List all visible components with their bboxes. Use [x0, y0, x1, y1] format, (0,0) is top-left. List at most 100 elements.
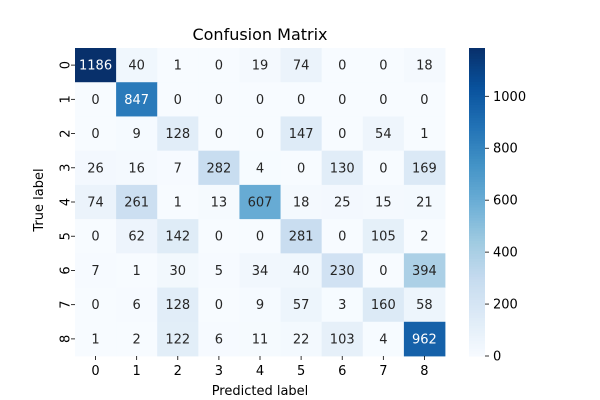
- colorbar-segment: [469, 114, 485, 118]
- colorbar-segment: [469, 125, 485, 129]
- colorbar-segment: [469, 207, 485, 211]
- cell-value-label: 30: [170, 264, 187, 279]
- colorbar-segment: [469, 173, 485, 177]
- heatmap-cell: [116, 116, 158, 152]
- colorbar-segment: [469, 181, 485, 185]
- heatmap-cell: [75, 253, 117, 288]
- colorbar-segment: [469, 94, 485, 98]
- heatmap-cell: [280, 150, 323, 186]
- colorbar-tick-label: 1000: [493, 90, 526, 105]
- colorbar-segment: [469, 150, 485, 154]
- colorbar-segment: [469, 281, 485, 285]
- heatmap-cell: [116, 253, 158, 288]
- cell-value-label: 0: [215, 127, 223, 142]
- heatmap-cell: [198, 116, 240, 152]
- cell-value-label: 1: [91, 332, 99, 347]
- heatmap-cell: [75, 82, 117, 117]
- cell-value-label: 0: [379, 59, 387, 74]
- heatmap-cell: [280, 321, 323, 357]
- colorbar-segment: [469, 296, 485, 301]
- heatmap-cell: [362, 287, 405, 323]
- colorbar-segment: [469, 258, 485, 262]
- colorbar-segment: [469, 132, 485, 136]
- colorbar-segment: [469, 58, 485, 62]
- cell-value-label: 9: [256, 298, 264, 313]
- colorbar-segment: [469, 99, 485, 103]
- colorbar-segment: [469, 163, 485, 167]
- chart-title: Confusion Matrix: [192, 25, 327, 44]
- colorbar-segment: [469, 212, 485, 216]
- heatmap-cell: [362, 116, 405, 152]
- colorbar-segment: [469, 219, 485, 224]
- heatmap-cell: [321, 48, 364, 83]
- colorbar-segment: [469, 71, 485, 75]
- colorbar-segment: [469, 304, 485, 308]
- colorbar-segment: [469, 199, 485, 203]
- colorbar-segment: [469, 340, 485, 344]
- heatmap-cell: [116, 287, 158, 323]
- x-tick-label: 1: [133, 364, 141, 379]
- colorbar-segment: [469, 279, 485, 283]
- colorbar-segment: [469, 348, 485, 352]
- colorbar-tick-label: 0: [493, 350, 501, 365]
- heatmap-cell: [116, 82, 158, 117]
- colorbar-segment: [469, 140, 485, 144]
- x-tick-label: 4: [256, 364, 264, 379]
- heatmap-cell: [280, 82, 323, 117]
- cell-value-label: 13: [211, 196, 228, 211]
- heatmap-cell: [321, 82, 364, 117]
- colorbar-segment: [469, 191, 485, 195]
- colorbar-tick-label: 200: [493, 298, 518, 313]
- colorbar-segment: [469, 171, 485, 175]
- colorbar-segment: [469, 53, 485, 57]
- colorbar-segment: [469, 55, 485, 59]
- heatmap-cell: [362, 219, 405, 254]
- cell-value-label: 0: [215, 230, 223, 245]
- y-tick-label: 8: [59, 335, 74, 343]
- cell-value-label: 7: [91, 264, 99, 279]
- cell-value-label: 122: [165, 332, 190, 347]
- heatmap-cell: [198, 82, 240, 117]
- colorbar-segment: [469, 117, 485, 121]
- cell-value-label: 0: [338, 93, 346, 108]
- colorbar-segment: [469, 76, 485, 80]
- cell-value-label: 0: [174, 93, 182, 108]
- colorbar-segment: [469, 325, 485, 329]
- heatmap-cell: [116, 184, 158, 220]
- colorbar-segment: [469, 237, 485, 241]
- colorbar-segment: [469, 353, 485, 357]
- cell-value-label: 0: [91, 127, 99, 142]
- colorbar-segment: [469, 184, 485, 188]
- colorbar-segment: [469, 250, 485, 254]
- cell-value-label: 54: [375, 127, 392, 142]
- heatmap-cell: [403, 287, 446, 323]
- cell-value-label: 0: [297, 161, 305, 176]
- heatmap-cell: [403, 253, 446, 288]
- colorbar-segment: [469, 291, 485, 295]
- heatmap-cell: [280, 116, 323, 152]
- cell-value-label: 1: [420, 127, 428, 142]
- colorbar-segment: [469, 137, 485, 141]
- heatmap-cell: [116, 321, 158, 357]
- cell-value-label: 74: [87, 196, 104, 211]
- colorbar-segment: [469, 142, 485, 147]
- cell-value-label: 5: [215, 264, 223, 279]
- cell-value-label: 847: [124, 93, 149, 108]
- heatmap-cell: [239, 321, 281, 357]
- colorbar-segment: [469, 148, 485, 152]
- heatmap-cell: [157, 48, 199, 83]
- heatmap-cell: [403, 116, 446, 152]
- cell-value-label: 130: [330, 161, 355, 176]
- colorbar-segment: [469, 232, 485, 236]
- y-tick-label: 3: [59, 164, 74, 172]
- cell-value-label: 103: [330, 332, 355, 347]
- colorbar-segment: [469, 302, 485, 306]
- cell-value-label: 0: [91, 230, 99, 245]
- heatmap-cell: [75, 219, 117, 254]
- heatmap-cell: [362, 150, 405, 186]
- heatmap-cell: [403, 150, 446, 186]
- colorbar-segment: [469, 255, 485, 259]
- cell-value-label: 0: [91, 298, 99, 313]
- cell-value-label: 3: [338, 298, 346, 313]
